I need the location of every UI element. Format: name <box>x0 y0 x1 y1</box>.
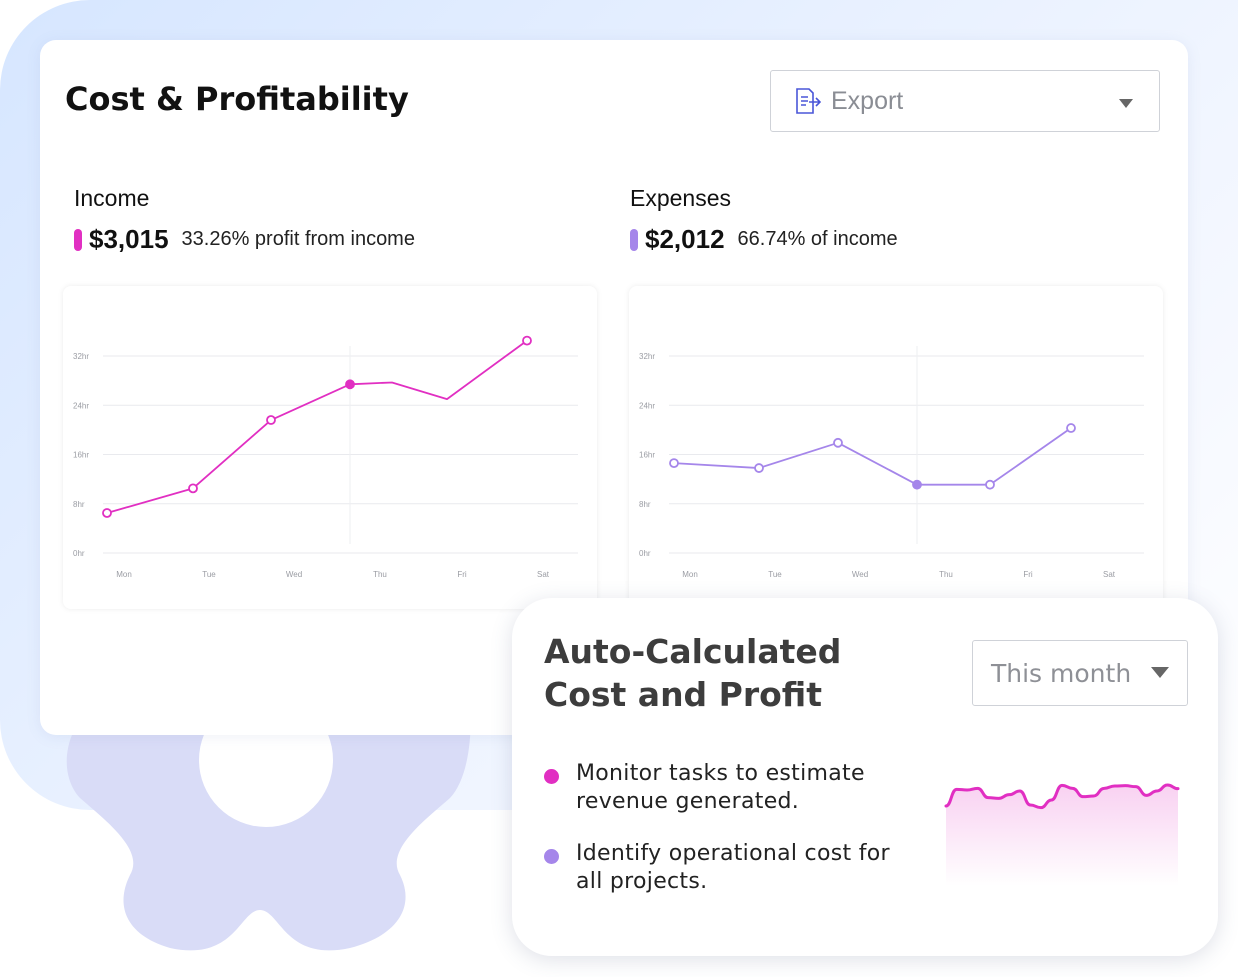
trend-sparkline <box>944 783 1180 886</box>
x-tick-label: Mon <box>116 570 132 579</box>
bullet-text: Identify operational cost for all projec… <box>576 841 890 894</box>
promo-card: Auto-Calculated Cost and Profit This mon… <box>512 598 1218 956</box>
data-point <box>833 437 843 448</box>
data-point <box>188 483 198 494</box>
x-tick-label: Wed <box>286 570 302 579</box>
export-dropdown[interactable]: Export <box>770 70 1160 132</box>
income-metric: Income $3,015 33.26% profit from income <box>74 185 415 255</box>
income-chart: 0hr 8hr 16hr 24hr 32hr Mon Tue Wed Thu Fri Sat <box>73 335 578 579</box>
x-tick-label: Wed <box>852 570 868 579</box>
income-description: 33.26% profit from income <box>181 228 415 250</box>
y-tick-label: 32hr <box>639 352 655 361</box>
expenses-value: $2,012 <box>645 224 725 254</box>
y-tick-label: 24hr <box>639 401 655 410</box>
expenses-chart: 0hr 8hr 16hr 24hr 32hr Mon Tue Wed Thu Fri Sat <box>639 346 1144 579</box>
x-tick-label: Mon <box>682 570 698 579</box>
data-point <box>102 508 112 518</box>
y-tick-label: 24hr <box>73 401 89 410</box>
y-tick-label: 16hr <box>639 451 655 460</box>
income-label: Income <box>74 185 150 211</box>
y-tick-label: 32hr <box>73 352 89 361</box>
x-tick-label: Tue <box>768 570 782 579</box>
income-chart-panel: 0hr 8hr 16hr 24hr 32hr Mon Tue Wed Thu Fri Sat <box>63 286 597 609</box>
expenses-chart-panel: 0hr 8hr 16hr 24hr 32hr Mon Tue Wed Thu Fri Sat <box>629 286 1163 609</box>
x-tick-label: Fri <box>457 570 467 579</box>
y-tick-label: 0hr <box>639 549 651 558</box>
data-point <box>754 463 764 473</box>
expenses-description: 66.74% of income <box>737 228 898 250</box>
y-tick-label: 8hr <box>73 500 85 509</box>
y-tick-label: 16hr <box>73 451 89 460</box>
x-tick-label: Fri <box>1023 570 1033 579</box>
x-tick-label: Thu <box>939 570 953 579</box>
x-tick-label: Sat <box>1103 570 1116 579</box>
x-tick-label: Sat <box>537 570 550 579</box>
data-point <box>985 479 995 490</box>
chevron-down-icon <box>1151 667 1169 678</box>
expenses-color-marker <box>630 228 638 251</box>
data-point <box>669 458 679 469</box>
export-label: Export <box>831 86 904 115</box>
x-tick-label: Tue <box>202 570 216 579</box>
period-select-value: This month <box>991 658 1132 688</box>
chevron-down-icon <box>1119 99 1133 108</box>
sparkline-area <box>946 785 1178 886</box>
period-select[interactable]: This month <box>972 640 1188 706</box>
expenses-metric: Expenses $2,012 66.74% of income <box>630 185 898 255</box>
promo-title: Auto-Calculated Cost and Profit <box>544 632 842 714</box>
y-tick-label: 0hr <box>73 549 85 558</box>
export-file-icon <box>796 88 821 114</box>
bullet-item: Monitor tasks to estimate revenue genera… <box>544 760 906 816</box>
sparkline-line <box>944 783 1180 810</box>
series-line <box>106 339 528 514</box>
y-tick-label: 8hr <box>639 500 651 509</box>
data-point <box>912 479 922 490</box>
data-point <box>522 335 532 346</box>
series-line <box>673 427 1072 486</box>
data-point <box>1066 423 1076 433</box>
bullet-text: Monitor tasks to estimate revenue genera… <box>576 761 865 814</box>
data-point <box>345 379 355 390</box>
data-point <box>266 415 276 425</box>
card-title: Cost & Profitability <box>65 80 409 118</box>
bullet-item: Identify operational cost for all projec… <box>544 840 906 896</box>
gear-decoration <box>66 700 471 951</box>
income-value: $3,015 <box>89 224 169 254</box>
bullet-dot <box>544 849 559 864</box>
x-tick-label: Thu <box>373 570 387 579</box>
expenses-label: Expenses <box>630 185 732 211</box>
bullet-dot <box>544 769 559 784</box>
income-color-marker <box>74 228 82 251</box>
